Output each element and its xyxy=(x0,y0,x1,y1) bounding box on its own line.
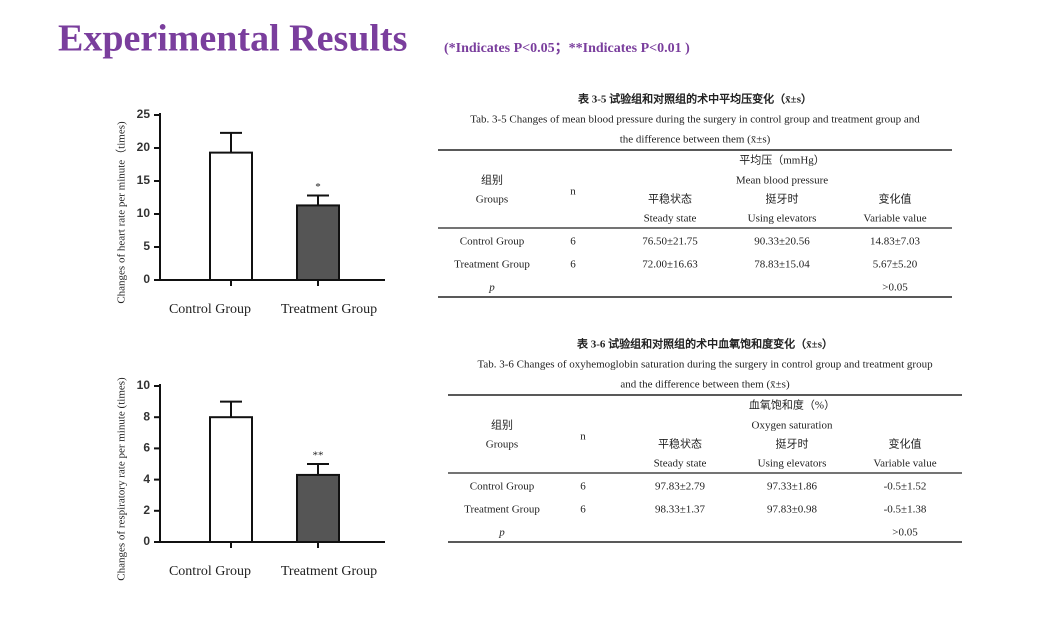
y-tick-label: 20 xyxy=(137,140,151,154)
table-cell: 98.33±1.37 xyxy=(655,504,706,516)
table-cell: 78.83±15.04 xyxy=(754,259,810,271)
bar xyxy=(296,473,340,544)
table-cell: Treatment Group xyxy=(454,259,530,271)
table-header: Steady state xyxy=(654,458,707,470)
x-tick-label: Treatment Group xyxy=(281,302,377,317)
table-header: Groups xyxy=(476,194,508,206)
table-cell: Control Group xyxy=(460,236,525,248)
table-cell: 72.00±16.63 xyxy=(642,259,698,271)
table-cell: 97.83±0.98 xyxy=(767,504,818,516)
table-cell: 6 xyxy=(580,504,586,516)
table-header: 挺牙时 xyxy=(776,437,809,451)
table-cell: >0.05 xyxy=(892,527,918,539)
table-cell: 97.33±1.86 xyxy=(767,481,818,493)
table-header: 变化值 xyxy=(889,437,922,451)
significance-label: ** xyxy=(313,450,324,462)
table-caption: 表 3-6 试验组和对照组的术中血氧饱和度变化（x̄±s） xyxy=(576,337,833,351)
table-header: 血氧饱和度（%） xyxy=(749,398,835,412)
table-header: 变化值 xyxy=(879,192,912,206)
table-header: 组别 xyxy=(491,418,513,432)
table-cell: Treatment Group xyxy=(464,504,540,516)
table-header: Groups xyxy=(486,439,518,451)
table-cell: 6 xyxy=(570,259,576,271)
p-label: p xyxy=(498,527,505,539)
table-header: n xyxy=(570,186,576,198)
table-cell: >0.05 xyxy=(882,282,908,294)
table-header: Using elevators xyxy=(748,213,817,225)
y-tick-label: 8 xyxy=(143,409,150,423)
table-cell: 6 xyxy=(580,481,586,493)
table-caption: and the difference between them (x̄±s) xyxy=(620,379,790,391)
table-cell: 5.67±5.20 xyxy=(873,259,918,271)
table-cell: -0.5±1.38 xyxy=(884,504,927,516)
table-caption: the difference between them (x̄±s) xyxy=(620,134,771,146)
y-tick-label: 25 xyxy=(137,107,151,121)
table-caption: 表 3-5 试验组和对照组的术中平均压变化（x̄±s） xyxy=(577,92,812,106)
bar xyxy=(296,204,340,281)
y-axis-label: Changes of heart rate per minute（times) xyxy=(115,121,128,304)
y-tick-label: 0 xyxy=(143,272,150,286)
table-header: 挺牙时 xyxy=(766,192,799,206)
x-tick-label: Control Group xyxy=(169,564,251,579)
table-cell: 14.83±7.03 xyxy=(870,236,921,248)
y-tick-label: 4 xyxy=(143,472,150,486)
table-header: 组别 xyxy=(481,173,503,187)
table-caption: Tab. 3-6 Changes of oxyhemoglobin satura… xyxy=(477,359,933,371)
table-header: Using elevators xyxy=(758,458,827,470)
table-header: 平稳状态 xyxy=(648,192,692,206)
y-tick-label: 5 xyxy=(143,239,150,253)
table-cell: 6 xyxy=(570,236,576,248)
table-header: Variable value xyxy=(873,458,936,470)
y-tick-label: 10 xyxy=(137,206,151,220)
y-tick-label: 6 xyxy=(143,441,150,455)
table-header: 平稳状态 xyxy=(658,437,702,451)
table-cell: Control Group xyxy=(470,481,535,493)
table-cell: -0.5±1.52 xyxy=(884,481,927,493)
bar xyxy=(209,151,253,281)
table-caption: Tab. 3-5 Changes of mean blood pressure … xyxy=(470,114,920,126)
bar xyxy=(209,416,253,544)
x-tick-label: Treatment Group xyxy=(281,564,377,579)
table-cell: 97.83±2.79 xyxy=(655,481,706,493)
y-tick-label: 2 xyxy=(143,503,150,517)
x-tick-label: Control Group xyxy=(169,302,251,317)
subtitle: (*Indicates P<0.05；**Indicates P<0.01 ) xyxy=(444,41,690,56)
table-header: Steady state xyxy=(644,213,697,225)
table-header: 平均压（mmHg） xyxy=(739,154,825,167)
table-cell: 90.33±20.56 xyxy=(754,236,810,248)
title: Experimental Results xyxy=(58,18,407,60)
table-header: Variable value xyxy=(863,213,926,225)
y-axis-label: Changes of respiratory rate per minute (… xyxy=(116,377,128,581)
table-cell: 76.50±21.75 xyxy=(642,236,698,248)
y-tick-label: 0 xyxy=(143,534,150,548)
significance-label: * xyxy=(315,181,321,193)
table-header: Mean blood pressure xyxy=(736,175,828,187)
table-header: n xyxy=(580,431,586,443)
p-label: p xyxy=(488,282,495,294)
table-header: Oxygen saturation xyxy=(752,420,833,432)
y-tick-label: 10 xyxy=(137,378,151,392)
y-tick-label: 15 xyxy=(137,173,151,187)
